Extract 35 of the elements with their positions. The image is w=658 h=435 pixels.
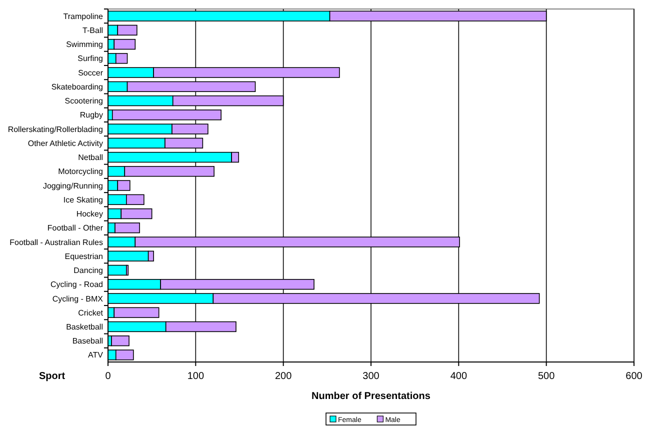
- x-tick-label: 500: [538, 371, 556, 382]
- y-tick-label: Skateboarding: [51, 82, 103, 92]
- x-tick-label: 100: [187, 371, 204, 382]
- y-tick-label: Hockey: [76, 210, 103, 219]
- y-axis-title: Sport: [38, 371, 66, 382]
- y-tick-label: Surfing: [78, 54, 103, 64]
- y-tick-label: Football - Other: [47, 224, 104, 233]
- y-tick-label: ATV: [88, 350, 104, 360]
- y-tick-label: Cycling - BMX: [52, 294, 104, 304]
- y-tick-label: Soccer: [78, 68, 104, 78]
- y-tick-label: Scootering: [64, 96, 103, 106]
- x-tick-label: 0: [105, 371, 112, 382]
- y-tick-label: Cricket: [78, 308, 104, 318]
- x-tick-label: 600: [626, 371, 643, 382]
- y-tick-label: Dancing: [74, 266, 103, 276]
- y-tick-label: Other Athletic Activity: [28, 138, 103, 148]
- x-tick-label: 400: [450, 371, 468, 382]
- y-tick-label: Netball: [78, 153, 104, 162]
- y-tick-label: Basketball: [66, 322, 104, 332]
- y-tick-label: Swimming: [66, 40, 103, 50]
- y-tick-label: Motorcycling: [58, 167, 103, 176]
- y-tick-label: Baseball: [72, 336, 104, 346]
- y-tick-label: Football - Australian Rules: [10, 238, 103, 247]
- y-tick-label: Rollerskating/Rollerblading: [8, 124, 103, 134]
- y-tick-label: Ice Skating: [63, 195, 103, 204]
- bar: [111, 335, 130, 346]
- x-tick-label: 200: [274, 371, 292, 382]
- y-tick-label: Trampoline: [63, 12, 104, 21]
- y-tick-label: Jogging/Running: [42, 181, 103, 190]
- x-tick-label: 300: [362, 371, 380, 382]
- x-axis-title: Number of Presentations: [312, 391, 431, 402]
- y-tick-label: Cycling - Road: [50, 280, 103, 290]
- y-tick-label: Equestrian: [64, 252, 103, 261]
- y-tick-label: T-Ball: [82, 26, 104, 35]
- y-tick-label: Rugby: [80, 110, 103, 120]
